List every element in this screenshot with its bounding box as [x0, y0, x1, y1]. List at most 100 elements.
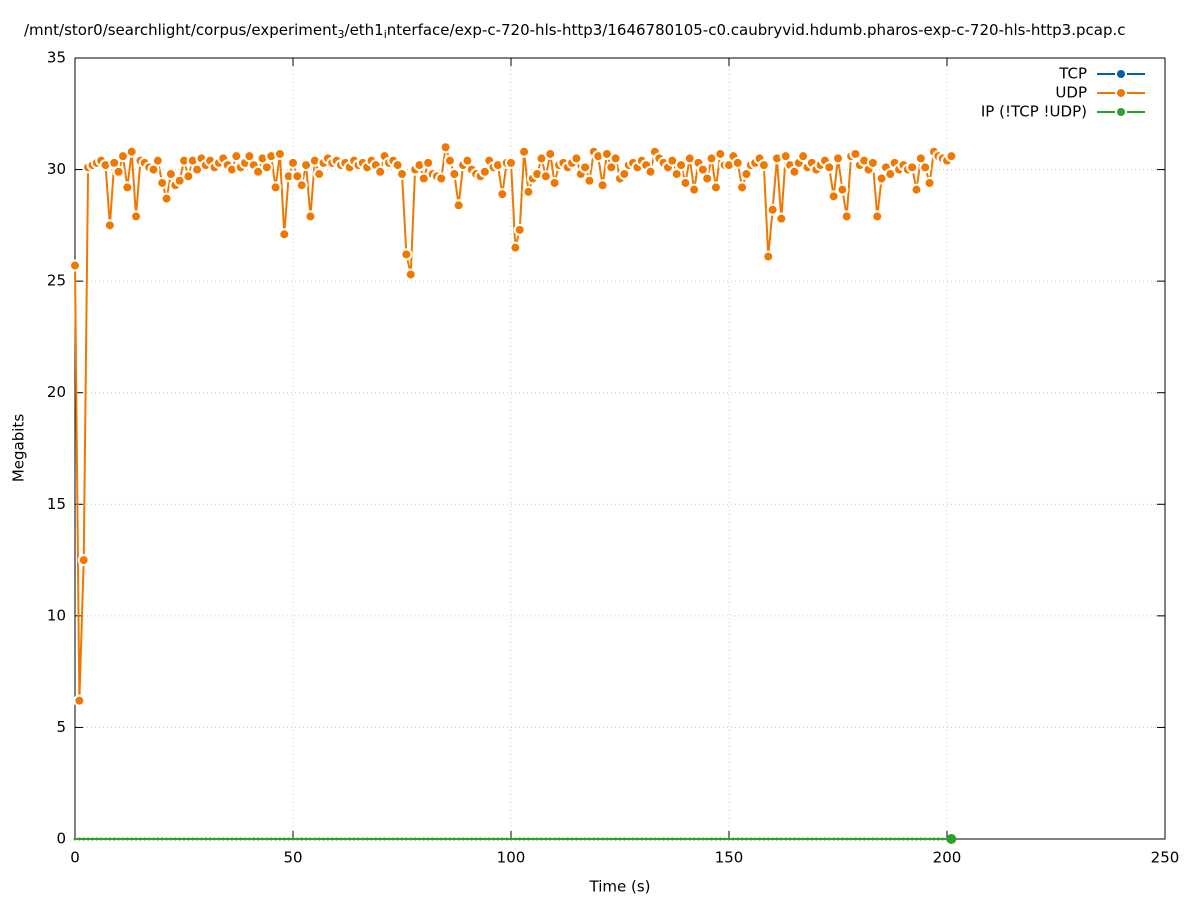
data-point: [308, 837, 312, 841]
data-point: [548, 176, 561, 189]
data-point: [919, 161, 932, 174]
data-point: [226, 837, 230, 841]
data-point: [313, 837, 317, 841]
data-point: [208, 837, 212, 841]
legend-label: IP (!TCP !UDP): [981, 103, 1087, 121]
data-point: [901, 837, 905, 841]
data-point: [609, 837, 613, 841]
data-point: [313, 168, 326, 181]
data-point: [946, 834, 957, 844]
x-tick-label: 50: [283, 849, 302, 867]
data-point: [204, 837, 208, 841]
data-point: [583, 174, 596, 187]
data-point: [867, 837, 871, 841]
data-point: [387, 837, 391, 841]
data-point: [500, 837, 504, 841]
data-point: [178, 837, 182, 841]
data-point: [910, 183, 923, 196]
data-point: [143, 837, 147, 841]
data-point: [731, 837, 735, 841]
data-point: [260, 161, 273, 174]
data-point: [160, 837, 164, 841]
data-point: [570, 837, 574, 841]
data-point: [557, 837, 561, 841]
data-point: [679, 176, 692, 189]
data-point: [77, 554, 90, 567]
data-point: [195, 837, 199, 841]
data-point: [104, 837, 108, 841]
data-point: [919, 837, 923, 841]
data-point: [217, 837, 221, 841]
data-point: [391, 837, 395, 841]
data-point: [605, 837, 609, 841]
y-tick-label: 35: [47, 49, 66, 67]
data-point: [112, 837, 116, 841]
data-point: [635, 837, 639, 841]
data-point: [134, 837, 138, 841]
data-point: [86, 837, 90, 841]
data-point: [69, 259, 81, 272]
title-part: /mnt/stor0/searchlight/corpus/experiment: [24, 21, 338, 39]
data-point: [544, 147, 557, 160]
data-point: [247, 837, 251, 841]
data-point: [592, 837, 596, 841]
data-point: [322, 837, 326, 841]
data-point: [156, 176, 169, 189]
data-point: [273, 147, 286, 160]
data-point: [788, 837, 792, 841]
data-point: [112, 165, 125, 178]
data-point: [147, 837, 151, 841]
data-point: [518, 145, 531, 158]
data-point: [714, 837, 718, 841]
data-point: [853, 837, 857, 841]
data-point: [121, 181, 134, 194]
data-point: [422, 156, 435, 169]
data-point: [230, 837, 234, 841]
data-point: [771, 837, 775, 841]
data-point: [256, 837, 260, 841]
data-point: [683, 837, 687, 841]
data-point: [443, 154, 456, 167]
data-point: [108, 837, 112, 841]
data-point: [103, 219, 116, 232]
y-tick-label: 0: [56, 830, 66, 848]
x-tick-label: 200: [933, 849, 962, 867]
data-point: [566, 837, 570, 841]
data-point: [675, 837, 679, 841]
data-point: [287, 156, 299, 169]
data-point: [845, 837, 849, 841]
data-point: [369, 837, 373, 841]
x-tick-label: 100: [497, 849, 526, 867]
data-point: [596, 179, 609, 192]
data-point: [278, 837, 282, 841]
data-point: [304, 210, 317, 223]
data-point: [540, 837, 544, 841]
data-point: [736, 837, 740, 841]
data-point: [709, 181, 722, 194]
data-point: [496, 837, 500, 841]
y-axis-label: Megabits: [10, 414, 28, 482]
data-point: [404, 268, 417, 281]
data-point: [496, 188, 509, 201]
data-point: [884, 837, 888, 841]
data-point: [439, 141, 452, 154]
title-part: /eth1: [345, 21, 384, 39]
data-point: [640, 837, 644, 841]
data-point: [461, 837, 465, 841]
title-subscript: i: [384, 28, 387, 41]
data-point: [339, 837, 343, 841]
data-point: [941, 837, 945, 841]
data-point: [766, 203, 779, 216]
data-point: [90, 837, 94, 841]
data-point: [186, 837, 190, 841]
data-point: [335, 837, 339, 841]
y-tick-label: 10: [47, 606, 66, 624]
data-point: [199, 837, 203, 841]
data-point: [505, 837, 509, 841]
data-point: [744, 837, 748, 841]
data-point: [832, 837, 836, 841]
data-point: [125, 145, 138, 158]
data-point: [696, 837, 700, 841]
data-point: [448, 168, 461, 181]
data-point: [465, 837, 469, 841]
